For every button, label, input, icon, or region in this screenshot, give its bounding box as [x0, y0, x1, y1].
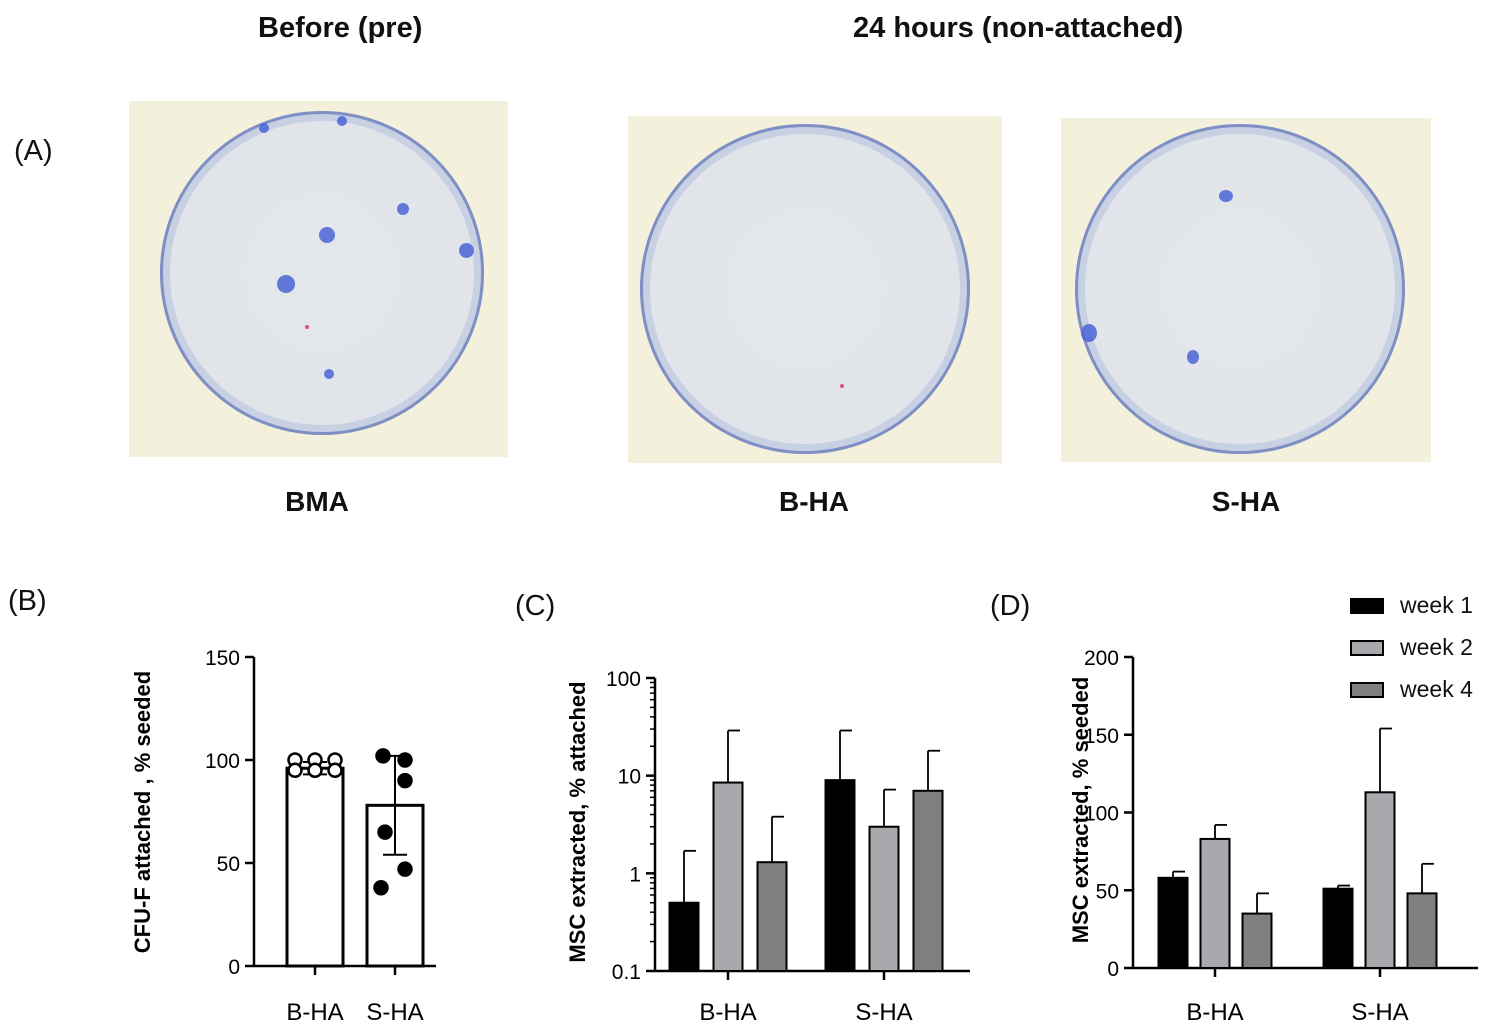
- speck: [305, 325, 309, 329]
- legend-label: week 1: [1400, 592, 1473, 618]
- petri-dish: [160, 111, 484, 435]
- y-tick-label: 50: [1096, 880, 1119, 903]
- y-axis-label: CFU-F attached , % seeded: [130, 671, 155, 953]
- legend-label: week 4: [1400, 676, 1473, 702]
- y-tick-label: 50: [217, 853, 240, 876]
- colony: [1219, 190, 1233, 202]
- bar: [1406, 892, 1438, 969]
- colony: [324, 369, 334, 379]
- data-point: [397, 861, 413, 877]
- legend-item-week-1: week 1: [1350, 592, 1500, 618]
- bar: [668, 901, 700, 973]
- colony: [1081, 324, 1097, 342]
- legend-label: week 2: [1400, 634, 1473, 660]
- y-tick-label: 150: [1084, 725, 1119, 748]
- plate-image-bma: [129, 101, 508, 457]
- colony: [1187, 350, 1199, 364]
- bar: [868, 825, 900, 972]
- y-tick-label: 0: [1107, 958, 1119, 981]
- header-after: 24 hours (non-attached): [853, 12, 1184, 44]
- legend-swatch: [1350, 598, 1384, 614]
- data-point: [397, 772, 413, 789]
- colony: [459, 243, 474, 258]
- bar: [1322, 887, 1354, 970]
- y-tick-label: 10: [618, 766, 641, 789]
- bar: [756, 861, 788, 973]
- data-point: [377, 824, 393, 840]
- bar: [912, 789, 944, 972]
- plate-label-b-ha: B-HA: [779, 486, 849, 517]
- bar: [1157, 876, 1189, 969]
- colony: [277, 275, 295, 293]
- colony: [337, 116, 347, 126]
- panel-label-b: (B): [8, 585, 47, 617]
- panel-label-a: (A): [14, 135, 53, 167]
- bar: [1199, 837, 1231, 969]
- plate-image-s-ha: [1061, 118, 1431, 462]
- x-tick-label: S-HA: [855, 999, 912, 1026]
- colony: [397, 203, 409, 215]
- y-axis-label: MSC extracted, % seeded: [1068, 677, 1093, 944]
- y-tick-label: 100: [606, 668, 641, 691]
- y-tick-label: 1: [629, 863, 641, 886]
- header-before: Before (pre): [258, 12, 423, 44]
- plate-image-b-ha: [628, 116, 1002, 463]
- petri-dish: [1075, 124, 1405, 454]
- legend-swatch: [1350, 682, 1384, 698]
- colony: [319, 227, 335, 243]
- data-point: [287, 762, 303, 779]
- plate-label-s-ha: S-HA: [1211, 486, 1281, 517]
- bar: [1364, 791, 1396, 969]
- bar: [1241, 912, 1273, 970]
- x-tick-label: B-HA: [286, 999, 343, 1026]
- data-point: [375, 748, 391, 764]
- y-tick-label: 0.1: [612, 961, 641, 984]
- bar: [285, 766, 345, 968]
- speck: [840, 384, 844, 388]
- legend-item-week-4: week 4: [1350, 676, 1500, 702]
- y-tick-label: 150: [205, 647, 240, 670]
- data-point: [307, 762, 323, 779]
- petri-dish: [640, 124, 970, 454]
- plate-label-bma: BMA: [285, 486, 349, 517]
- y-tick-label: 200: [1084, 647, 1119, 670]
- y-tick-label: 100: [205, 750, 240, 773]
- data-point: [397, 752, 413, 768]
- colony: [259, 123, 269, 133]
- legend-swatch: [1350, 640, 1384, 656]
- y-tick-label: 0: [228, 956, 240, 979]
- bar: [824, 779, 856, 972]
- x-tick-label: B-HA: [1186, 999, 1243, 1026]
- data-point: [327, 762, 343, 779]
- legend-item-week-2: week 2: [1350, 634, 1500, 660]
- y-tick-label: 100: [1084, 803, 1119, 826]
- x-tick-label: S-HA: [366, 999, 423, 1026]
- x-tick-label: B-HA: [699, 999, 756, 1026]
- data-point: [373, 879, 389, 896]
- bar: [712, 781, 744, 972]
- panel-label-c: (C): [515, 590, 556, 622]
- x-tick-label: S-HA: [1351, 999, 1408, 1026]
- y-axis-label: MSC extracted, % attached: [565, 681, 590, 962]
- panel-label-d: (D): [990, 590, 1031, 622]
